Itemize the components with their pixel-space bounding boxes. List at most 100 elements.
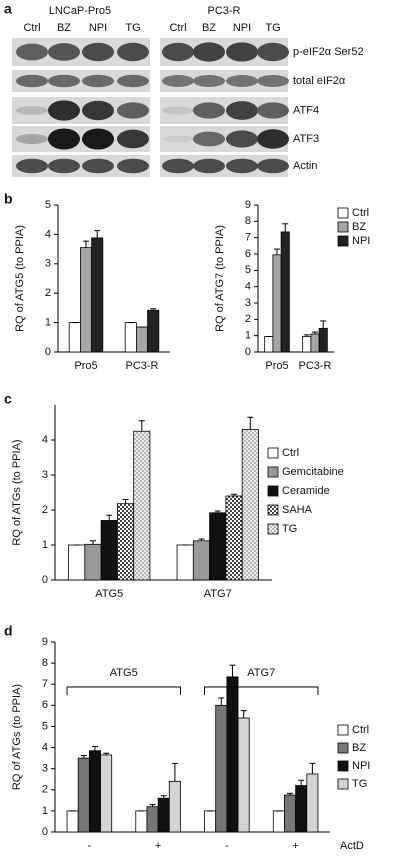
x-tick-label: + (155, 840, 161, 852)
legend-swatch (267, 504, 279, 516)
y-tick-label: 1 (42, 805, 48, 817)
y-tick-label: 9 (42, 636, 48, 648)
y-tick-label: 9 (245, 199, 251, 211)
error-bar (89, 540, 96, 545)
error-bar (274, 248, 280, 255)
panel-label: a (4, 1, 12, 17)
error-bar (231, 493, 238, 496)
bar (66, 810, 79, 833)
bar (225, 495, 243, 581)
error-bar (247, 416, 254, 430)
lane-label: TG (125, 22, 140, 34)
bar (264, 336, 274, 353)
error-bar (103, 752, 110, 755)
y-tick-label: 7 (245, 232, 251, 244)
bar (215, 704, 228, 833)
bar (135, 810, 148, 833)
blot-band (162, 135, 194, 143)
bar (302, 336, 312, 353)
x-tick-label: ATG7 (204, 588, 232, 600)
y-tick-label: 4 (245, 281, 251, 293)
blot-band (117, 129, 149, 149)
blot-band (16, 74, 48, 88)
legend-swatch (267, 466, 279, 478)
blot-band (48, 43, 80, 61)
error-bar (229, 664, 236, 677)
y-tick-label: 5 (45, 199, 51, 211)
error-bar (138, 420, 145, 432)
error-bar (312, 331, 318, 335)
y-tick-label: 4 (42, 741, 48, 753)
bar (284, 794, 297, 833)
y-tick-label: 0 (42, 574, 48, 586)
y-axis-label: RQ of ATGs (to PPIA) (11, 684, 23, 790)
legend-swatch (267, 523, 279, 535)
blot-band (48, 158, 80, 174)
legend-label: NPI (352, 760, 370, 772)
blot-band (193, 131, 225, 147)
bar (310, 333, 320, 353)
group-label: ATG5 (110, 667, 138, 679)
legend-label: Ctrl (352, 207, 369, 219)
panel-label: c (4, 391, 12, 407)
x-axis-label: ActD (340, 840, 364, 852)
x-tick-label: Pro5 (74, 360, 97, 372)
legend-swatch (337, 724, 349, 736)
y-tick-label: 2 (42, 504, 48, 516)
bar (133, 430, 151, 581)
y-tick-label: 3 (45, 258, 51, 270)
legend-label: TG (352, 778, 367, 790)
row-label: Actin (293, 160, 317, 172)
blot-band (162, 75, 194, 87)
y-tick-label: 1 (245, 330, 251, 342)
x-tick-label: PC3-R (298, 360, 331, 372)
error-bar (287, 792, 294, 796)
y-axis-label: RQ of ATGs (to PPIA) (11, 439, 23, 545)
y-tick-label: 1 (45, 317, 51, 329)
y-tick-label: 2 (45, 287, 51, 299)
error-bar (106, 514, 113, 521)
bar (318, 327, 328, 353)
y-tick-label: 5 (245, 264, 251, 276)
bar (192, 540, 211, 581)
x-tick-label: - (225, 840, 229, 852)
error-bar (171, 762, 178, 782)
legend-label: NPI (352, 235, 370, 247)
bar (116, 503, 135, 581)
bar (135, 326, 148, 353)
cell-line: PC3-R (207, 5, 240, 17)
blot-band (257, 129, 289, 149)
bar (68, 544, 86, 581)
error-bar (94, 230, 101, 238)
blot-band (82, 74, 114, 88)
bar (91, 237, 104, 353)
bar (176, 544, 194, 581)
blot-band (117, 158, 149, 174)
blot-band (257, 158, 289, 174)
legend-swatch (337, 221, 349, 233)
row-label: ATF3 (293, 133, 319, 145)
blot-band (162, 158, 194, 174)
bar (84, 543, 102, 581)
bar (241, 429, 259, 581)
error-bar (198, 538, 205, 541)
lane-label: NPI (233, 22, 251, 34)
legend-label: SAHA (282, 504, 313, 516)
lane-label: BZ (57, 22, 71, 34)
bar (168, 780, 181, 833)
error-bar (282, 223, 289, 232)
y-tick-label: 5 (42, 720, 48, 732)
legend-swatch (337, 207, 349, 219)
bar (295, 785, 308, 833)
bar (280, 231, 290, 353)
legend-swatch (267, 447, 279, 459)
x-tick-label: Pro5 (265, 360, 288, 372)
blot-band (257, 102, 289, 119)
blot-band (82, 128, 114, 150)
x-tick-label: PC3-R (125, 360, 158, 372)
bar (80, 247, 93, 353)
error-bar (160, 795, 167, 799)
error-bar (214, 510, 221, 513)
y-tick-label: 0 (42, 826, 48, 838)
